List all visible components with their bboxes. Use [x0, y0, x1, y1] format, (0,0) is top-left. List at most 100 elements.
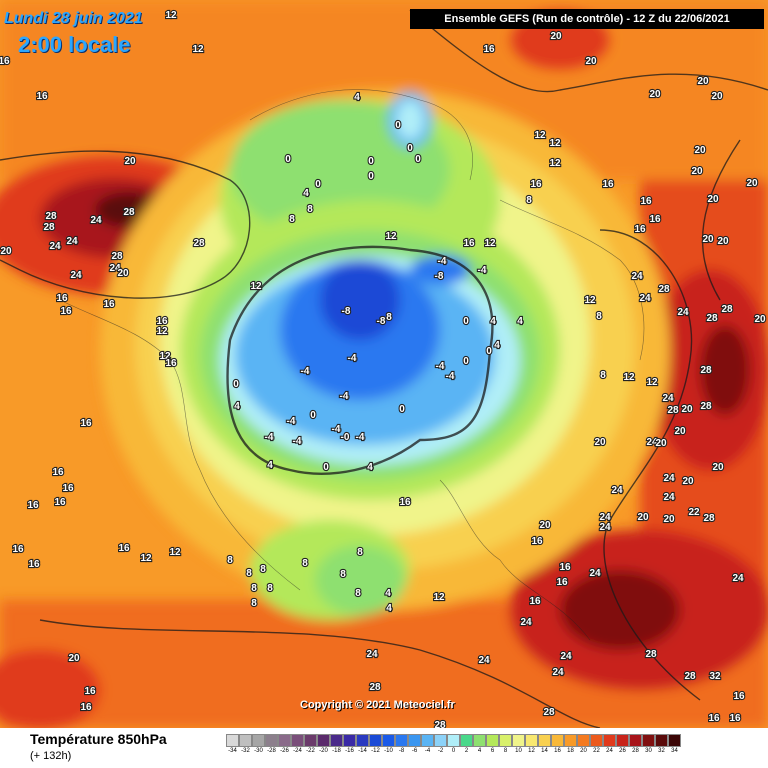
- temperature-value-label: 0: [486, 346, 492, 357]
- legend-tick-label: 30: [645, 748, 652, 754]
- temperature-value-label: 0: [407, 143, 413, 154]
- temperature-value-label: 12: [165, 10, 177, 21]
- temperature-value-label: 28: [658, 284, 670, 295]
- temperature-value-label: 20: [637, 512, 649, 523]
- temperature-value-label: 0: [399, 404, 405, 415]
- legend-tick-label: 0: [451, 748, 456, 754]
- temperature-value-label: 20: [697, 76, 709, 87]
- legend-swatch: [499, 734, 512, 747]
- temperature-value-label: 16: [165, 358, 177, 369]
- temperature-value-label: 4: [354, 92, 360, 103]
- model-run-info: Ensemble GEFS (Run de contrôle) - 12 Z d…: [410, 9, 764, 29]
- legend-tick-label: -24: [293, 748, 302, 754]
- legend-tick-label: -26: [280, 748, 289, 754]
- legend-swatch: [278, 734, 291, 747]
- temperature-value-label: 16: [729, 713, 741, 724]
- legend-swatch: [382, 734, 395, 747]
- temperature-value-label: 12: [250, 281, 262, 292]
- temperature-value-label: -4: [356, 432, 365, 443]
- temperature-value-label: 20: [550, 31, 562, 42]
- legend-swatch: [551, 734, 564, 747]
- temperature-value-label: 24: [70, 270, 82, 281]
- temperature-value-label: 8: [307, 204, 313, 215]
- legend-tick-label: -18: [332, 748, 341, 754]
- temperature-value-label: 4: [234, 401, 240, 412]
- temperature-value-label: 12: [584, 295, 596, 306]
- temperature-map: 12 16 20 20 20 20 20 16 16 12 4 0 0 0 20 12 12 12 16 16 20 20…: [0, 0, 768, 728]
- temperature-value-label: 8: [386, 312, 392, 323]
- temperature-value-label: 24: [662, 393, 674, 404]
- temperature-value-label: 16: [28, 559, 40, 570]
- temperature-value-label: 16: [52, 467, 64, 478]
- temperature-value-label: 16: [602, 179, 614, 190]
- temperature-value-label: 24: [663, 492, 675, 503]
- legend-swatches: [226, 734, 764, 747]
- legend-tick-label: 8: [503, 748, 508, 754]
- temperature-value-label: 20: [674, 426, 686, 437]
- legend-tick-label: 16: [554, 748, 561, 754]
- temperature-value-label: 24: [599, 522, 611, 533]
- legend-tick-label: -32: [241, 748, 250, 754]
- temperature-value-label: -8: [342, 306, 351, 317]
- temperature-value-label: 0: [395, 120, 401, 131]
- temperature-value-label: 20: [649, 89, 661, 100]
- temperature-value-label: 28: [43, 222, 55, 233]
- legend-tick-label: -20: [319, 748, 328, 754]
- temperature-value-label: 16: [56, 293, 68, 304]
- temperature-value-label: 16: [556, 577, 568, 588]
- temperature-value-label: 28: [543, 707, 555, 718]
- legend-tick-label: 22: [593, 748, 600, 754]
- temperature-value-label: 24: [90, 215, 102, 226]
- temperature-value-label: 8: [251, 598, 257, 609]
- temperature-value-label: 4: [367, 462, 373, 473]
- legend-tick-label: 6: [490, 748, 495, 754]
- temperature-value-label: 4: [386, 603, 392, 614]
- legend-swatch: [603, 734, 616, 747]
- color-scale-legend: -34 -32 -30 -28 -26 -24 -22 -20 -18 -16 -14 -12 -10-…: [226, 734, 764, 766]
- temperature-value-label: -4: [332, 424, 341, 435]
- legend-tick-label: -34: [228, 748, 237, 754]
- temperature-value-label: 12: [192, 44, 204, 55]
- temperature-value-label: 20: [682, 476, 694, 487]
- temperature-value-label: 24: [646, 437, 658, 448]
- temperature-value-label: 24: [677, 307, 689, 318]
- temperature-value-label: 16: [12, 544, 24, 555]
- temperature-value-label: 0: [463, 316, 469, 327]
- temperature-value-label: -4: [287, 416, 296, 427]
- temperature-value-label: 8: [251, 583, 257, 594]
- legend-swatch: [447, 734, 460, 747]
- variable-title: Température 850hPa: [30, 731, 167, 747]
- legend-swatch: [629, 734, 642, 747]
- legend-swatch: [460, 734, 473, 747]
- temperature-value-label: -0: [341, 432, 350, 443]
- legend-tick-label: -4: [424, 748, 431, 754]
- temperature-value-label: 20: [594, 437, 606, 448]
- legend-swatch: [239, 734, 252, 747]
- temperature-value-label: 28: [667, 405, 679, 416]
- temperature-value-label: 16: [399, 497, 411, 508]
- legend-swatch: [590, 734, 603, 747]
- valid-date: Lundi 28 juin 2021: [4, 10, 143, 27]
- temperature-value-label: 24: [478, 655, 490, 666]
- temperature-value-label: 0: [310, 410, 316, 421]
- temperature-value-label: 24: [639, 293, 651, 304]
- temperature-value-label: -8: [435, 271, 444, 282]
- temperature-value-label: 0: [233, 379, 239, 390]
- temperature-value-label: 28: [684, 671, 696, 682]
- temperature-value-label: 16: [60, 306, 72, 317]
- temperature-value-label: 16: [640, 196, 652, 207]
- temperature-value-label: 24: [366, 649, 378, 660]
- temperature-value-label: 20: [663, 514, 675, 525]
- legend-tick-label: -2: [437, 748, 444, 754]
- temperature-value-label: 16: [733, 691, 745, 702]
- legend-swatch: [642, 734, 655, 747]
- legend-swatch: [395, 734, 408, 747]
- legend-bar: Température 850hPa (+ 132h) -34 -32 -30 -28…: [0, 728, 768, 768]
- temperature-value-label: 12: [385, 231, 397, 242]
- temperature-value-label: 20: [0, 246, 12, 257]
- legend-tick-label: 28: [632, 748, 639, 754]
- temperature-value-label: 0: [315, 179, 321, 190]
- temperature-value-label: 16: [463, 238, 475, 249]
- legend-swatch: [668, 734, 681, 747]
- legend-tick-label: -10: [384, 748, 393, 754]
